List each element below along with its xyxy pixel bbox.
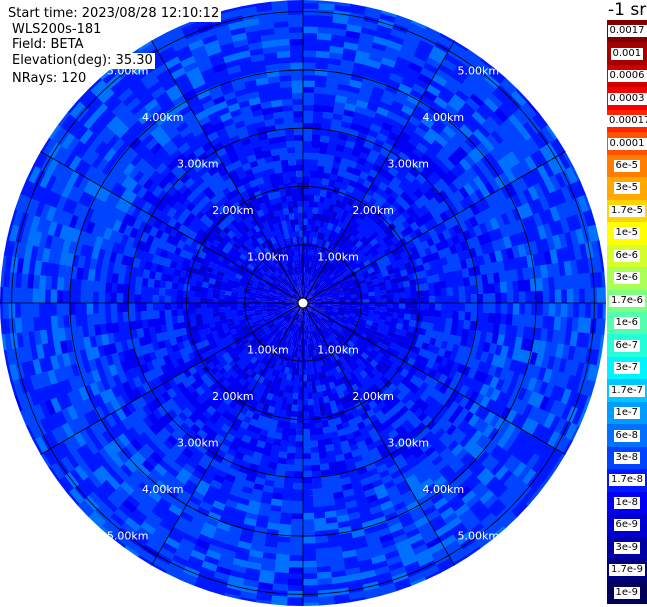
range-ring-label: 2.00km bbox=[352, 390, 394, 403]
range-ring-label: 2.00km bbox=[212, 204, 254, 217]
colorbar-tick-label: 1.7e-6 bbox=[609, 294, 646, 307]
range-ring-label: 5.00km bbox=[107, 530, 149, 543]
range-ring-label: 1.00km bbox=[317, 250, 359, 263]
range-ring-label: 5.00km bbox=[458, 64, 500, 77]
range-ring-label: 4.00km bbox=[142, 483, 184, 496]
colorbar-tick-label: 0.0017 bbox=[607, 25, 647, 38]
colorbar-tick-label: 0.0001 bbox=[607, 137, 647, 150]
ppi-plot: 1.00km 1.00km 1.00km 1.00km 2.00km 2.00km 2.00… bbox=[0, 0, 607, 606]
colorbar-tick-label: 1e-7 bbox=[613, 407, 640, 420]
colorbar-tick-label: 6e-5 bbox=[613, 160, 640, 172]
ppi-cell-group bbox=[0, 22, 598, 590]
range-ring-label: 4.00km bbox=[422, 111, 464, 124]
ppi-cell-group bbox=[185, 182, 424, 421]
radar-origin bbox=[297, 297, 309, 309]
azimuth-spoke bbox=[151, 40, 304, 304]
range-ring-label: 1.00km bbox=[247, 344, 289, 357]
instrument-label: WLS200s-181 bbox=[10, 22, 104, 38]
range-ring-label: 3.00km bbox=[387, 157, 429, 170]
ppi-cell-group bbox=[0, 0, 606, 606]
colorbar-tick-label: 6e-7 bbox=[613, 339, 640, 352]
colorbar-tick-label: 0.0006 bbox=[607, 70, 647, 83]
range-ring-label: 4.00km bbox=[422, 483, 464, 496]
colorbar-tick-label: 1e-6 bbox=[613, 317, 640, 330]
range-ring-labels: 1.00km 1.00km 1.00km 1.00km 2.00km 2.00km 2.00… bbox=[107, 64, 499, 542]
colorbar: 0.0017 0.001 0.0006 0.0003 0.00017 0.0001 6e-5… bbox=[607, 20, 647, 605]
colorbar-tick-label: 0.001 bbox=[610, 47, 644, 60]
colorbar-tick-label: 1e-9 bbox=[613, 586, 640, 599]
colorbar-unit-label: -1 sr bbox=[608, 0, 647, 20]
colorbar-tick-label: 3e-7 bbox=[613, 362, 640, 375]
range-ring-label: 2.00km bbox=[352, 204, 394, 217]
azimuth-spoke bbox=[302, 151, 566, 304]
colorbar-tick-label: 6e-6 bbox=[613, 249, 640, 262]
colorbar-tick-label: 1.7e-5 bbox=[609, 204, 646, 217]
range-ring-label: 1.00km bbox=[317, 344, 359, 357]
nrays-label: NRays: 120 bbox=[10, 71, 89, 87]
colorbar-tick-label: 1e-5 bbox=[613, 227, 640, 240]
range-ring-label: 2.00km bbox=[212, 390, 254, 403]
colorbar-tick-label: 6e-8 bbox=[613, 429, 640, 442]
range-ring-label: 3.00km bbox=[177, 437, 219, 450]
azimuth-spoke bbox=[151, 302, 304, 566]
colorbar-tick-label: 1e-8 bbox=[613, 496, 640, 509]
colorbar-tick-label: 1.7e-9 bbox=[609, 564, 646, 577]
azimuth-spoke bbox=[302, 302, 566, 455]
elevation-label: Elevation(deg): 35.30 bbox=[10, 53, 155, 69]
range-ring-label: 3.00km bbox=[177, 157, 219, 170]
colorbar-tick-label: 3e-6 bbox=[613, 272, 640, 285]
azimuth-spoke bbox=[40, 302, 304, 455]
colorbar-tick-label: 1.7e-8 bbox=[609, 474, 646, 487]
azimuth-spoke bbox=[302, 40, 455, 304]
range-ring-label: 1.00km bbox=[247, 250, 289, 263]
scan-info: Start time: 2023/08/28 12:10:12 WLS200s-… bbox=[0, 0, 222, 90]
start-time-label: Start time: 2023/08/28 12:10:12 bbox=[6, 6, 222, 22]
range-ring-label: 4.00km bbox=[142, 111, 184, 124]
colorbar-tick-label: 3e-9 bbox=[613, 541, 640, 554]
azimuth-spoke bbox=[302, 302, 455, 566]
azimuth-spoke bbox=[40, 151, 304, 304]
field-label: Field: BETA bbox=[10, 37, 86, 53]
colorbar-tick-label: 3e-5 bbox=[613, 182, 640, 195]
colorbar-tick-label: 0.0003 bbox=[607, 92, 647, 105]
colorbar-tick-label: 1.7e-7 bbox=[609, 384, 646, 397]
colorbar-tick-label: 3e-8 bbox=[613, 452, 640, 464]
azimuth-spokes bbox=[0, 0, 606, 606]
range-ring-label: 3.00km bbox=[387, 437, 429, 450]
range-ring-label: 5.00km bbox=[458, 530, 500, 543]
colorbar-tick-label: 6e-9 bbox=[613, 519, 640, 532]
colorbar-tick-label: 0.00017 bbox=[607, 115, 647, 128]
